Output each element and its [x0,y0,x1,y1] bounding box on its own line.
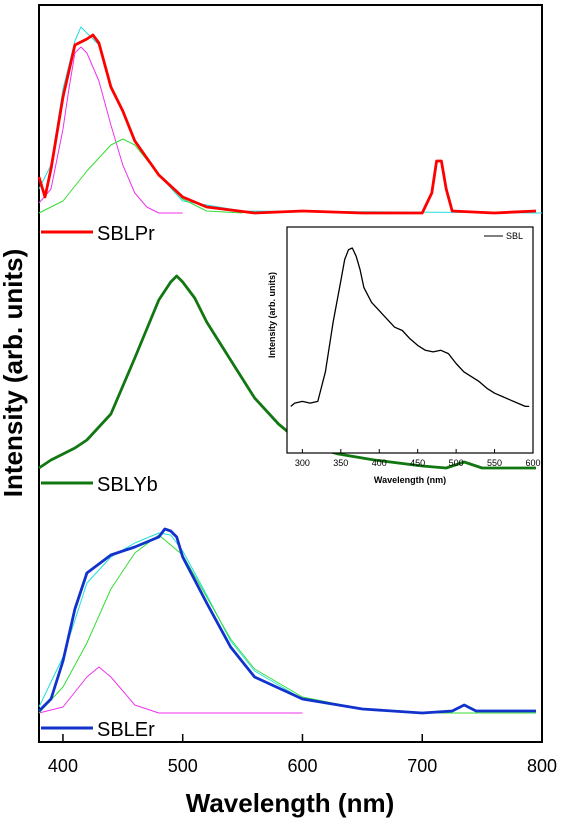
inset-legend-label: SBL [506,231,523,241]
main-x-axis-title: Wavelength (nm) [186,788,394,818]
inset-x-tick-label-600: 600 [525,458,540,468]
inset-series-line-sbl [290,247,530,408]
inset-x-tick-label-300: 300 [295,458,310,468]
x-tick-label-700: 700 [407,756,437,776]
inset-x-tick-label-550: 550 [487,458,502,468]
legend-label-sblpr: SBLPr [97,223,155,245]
inset-plot-frame [286,226,534,454]
main-legend: SBLPr SBLYb SBLEr [41,223,158,741]
series-line-sbler [38,527,536,715]
main-y-axis-title: Intensity (arb. units) [0,249,28,497]
legend-label-sbler: SBLEr [97,719,155,741]
inset-x-tick-label-500: 500 [449,458,464,468]
inset-x-tick-label-450: 450 [410,458,425,468]
x-tick-label-800: 800 [527,756,557,776]
x-tick-label-500: 500 [168,756,198,776]
series-line-sbler-fit-peak-1 [38,666,303,714]
inset-y-axis-title: Intensity (arb. units) [267,272,277,358]
main-plot: SBLPr SBLYb SBLEr 400 500 600 700 800 Waveleng… [0,4,557,818]
inset-legend: SBL [484,231,523,241]
inset-x-ticks: 300 350 400 450 500 550 600 [295,449,541,468]
inset-x-axis-title: Wavelength (nm) [374,475,446,485]
inset-plot: SBL 300 350 400 450 500 550 600 Wavelength (nm… [267,226,541,485]
main-plot-frame [38,4,543,743]
series-line-sblyb [38,274,536,470]
x-tick-label-600: 600 [287,756,317,776]
series-line-sbler-fit-total [38,532,536,714]
series-line-sblpr [37,33,537,215]
series-line-sbler-fit-peak-2 [38,534,536,714]
x-tick-label-400: 400 [48,756,78,776]
main-curves [37,26,543,715]
main-x-ticks: 400 500 600 700 800 [48,734,557,776]
series-line-sblpr-fit-total [38,26,543,214]
series-line-sblpr-fit-peak-2 [38,138,243,214]
legend-label-sblyb: SBLYb [97,474,158,496]
series-line-sblpr-fit-peak-1 [38,46,183,214]
inset-x-tick-label-400: 400 [372,458,387,468]
inset-x-tick-label-350: 350 [333,458,348,468]
inset-curves [290,247,530,408]
